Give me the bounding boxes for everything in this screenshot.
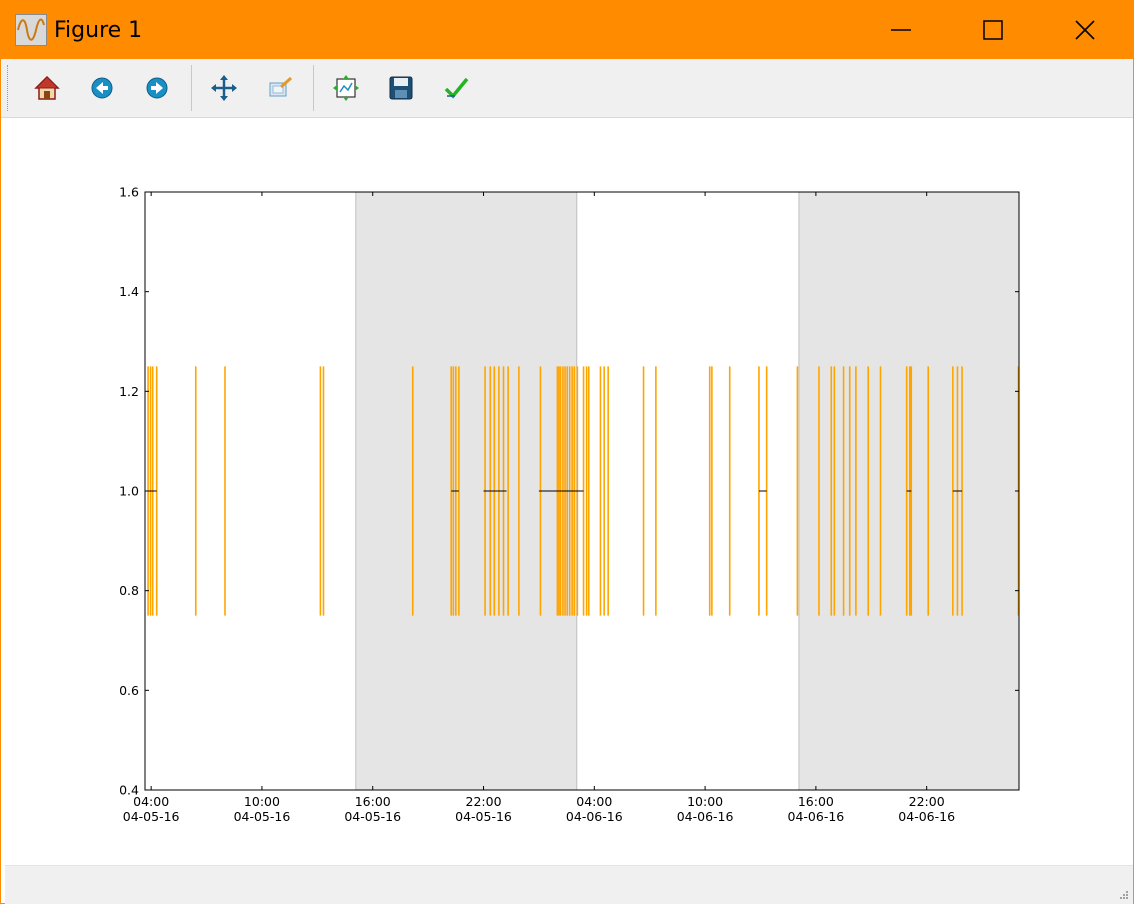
- y-tick-label: 1.0: [119, 484, 139, 499]
- x-tick-label-date: 04-06-16: [788, 809, 845, 824]
- maximize-icon: [983, 20, 1003, 40]
- x-tick-label-time: 22:00: [909, 794, 945, 809]
- arrow-right-icon: [146, 77, 168, 99]
- y-tick-label: 0.6: [119, 683, 139, 698]
- x-tick-label-time: 10:00: [244, 794, 280, 809]
- x-tick-label-time: 10:00: [687, 794, 723, 809]
- toolbar-separator: [313, 65, 314, 111]
- toolbar-separator: [191, 65, 192, 111]
- move-icon: [211, 75, 237, 101]
- arrow-left-icon: [91, 77, 113, 99]
- matplotlib-figure-icon: [15, 14, 47, 46]
- forward-button[interactable]: [140, 71, 174, 105]
- minimize-button[interactable]: [855, 1, 947, 59]
- y-tick-label: 1.4: [119, 284, 139, 299]
- close-icon: [1075, 20, 1095, 40]
- figure-canvas[interactable]: 0.40.60.81.01.21.41.6 04:0004-05-1610:00…: [1, 117, 1133, 865]
- x-tick-label-time: 16:00: [355, 794, 391, 809]
- x-tick-label-time: 04:00: [133, 794, 169, 809]
- minimize-icon: [891, 29, 911, 31]
- edit-button[interactable]: [439, 71, 473, 105]
- x-tick-label-date: 04-06-16: [566, 809, 623, 824]
- maximize-button[interactable]: [947, 1, 1039, 59]
- x-tick-label-date: 04-05-16: [455, 809, 512, 824]
- home-button[interactable]: [30, 71, 64, 105]
- status-bar: [5, 865, 1133, 904]
- x-tick-label-time: 22:00: [466, 794, 502, 809]
- subplots-button[interactable]: [329, 71, 363, 105]
- window-title: Figure 1: [54, 18, 143, 43]
- y-tick-label: 0.8: [119, 583, 139, 598]
- x-tick-label-date: 04-05-16: [344, 809, 401, 824]
- x-tick-label-date: 04-05-16: [123, 809, 180, 824]
- home-icon: [34, 75, 60, 100]
- x-tick-label-date: 04-06-16: [898, 809, 955, 824]
- y-tick-label: 1.2: [119, 384, 139, 399]
- resize-grip-icon[interactable]: [1119, 890, 1129, 900]
- zoom-button[interactable]: [263, 71, 297, 105]
- check-icon: [444, 77, 469, 99]
- toolbar-grip[interactable]: [7, 65, 10, 111]
- zoom-rect-icon: [269, 76, 293, 97]
- x-tick-label-date: 04-06-16: [677, 809, 734, 824]
- pan-button[interactable]: [207, 71, 241, 105]
- save-button[interactable]: [384, 71, 418, 105]
- title-bar[interactable]: Figure 1: [1, 1, 1133, 59]
- navigation-toolbar: [1, 59, 1133, 118]
- x-tick-label-date: 04-05-16: [234, 809, 291, 824]
- y-tick-label: 0.4: [119, 783, 139, 798]
- subplots-icon: [333, 75, 359, 101]
- back-button[interactable]: [85, 71, 119, 105]
- x-tick-label-time: 16:00: [798, 794, 834, 809]
- x-tick-label-time: 04:00: [576, 794, 612, 809]
- floppy-disk-icon: [389, 76, 413, 100]
- y-tick-label: 1.6: [119, 185, 139, 200]
- close-button[interactable]: [1039, 1, 1131, 59]
